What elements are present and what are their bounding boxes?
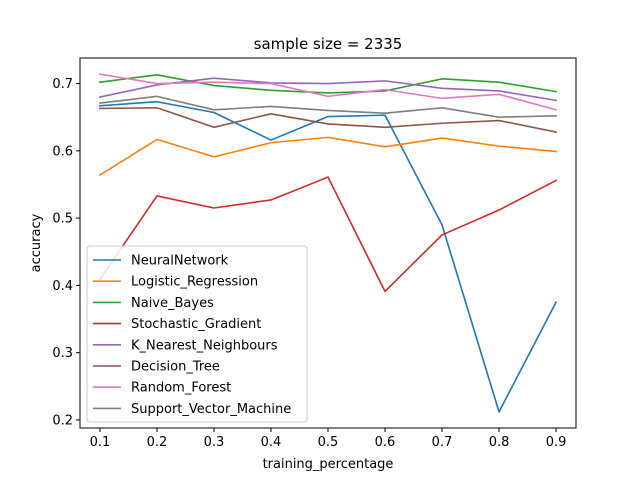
legend-label: Support_Vector_Machine (131, 402, 291, 417)
x-axis-label: training_percentage (263, 457, 394, 472)
legend-box (86, 245, 308, 423)
series-line-naive-bayes (99, 74, 557, 94)
legend-label: Naive_Bayes (131, 296, 214, 311)
y-tick-label: 0.3 (52, 346, 73, 361)
legend-label: K_Nearest_Neighbours (131, 338, 278, 353)
x-tick-label: 0.3 (204, 435, 225, 450)
y-tick-label: 0.5 (52, 212, 73, 227)
legend-label: NeuralNetwork (131, 254, 229, 269)
x-tick-label: 0.2 (147, 435, 168, 450)
series-line-random-forest (99, 73, 558, 111)
y-tick-label: 0.7 (52, 77, 73, 92)
x-tick-label: 0.1 (90, 435, 111, 450)
x-tick-label: 0.7 (432, 435, 453, 450)
y-tick-label: 0.6 (52, 144, 73, 159)
y-axis-label: accuracy (29, 213, 44, 272)
legend-label: Stochastic_Gradient (131, 317, 261, 332)
x-axis: 0.1 0.2 0.3 0.4 0.5 0.6 0.7 0.8 0.9 (90, 428, 567, 450)
y-tick-label: 0.2 (52, 413, 73, 428)
series-line-logistic-regression (98, 136, 557, 177)
y-axis: 0.2 0.3 0.4 0.5 0.6 0.7 (52, 77, 80, 428)
x-tick-label: 0.6 (375, 435, 396, 450)
legend-label: Logistic_Regression (131, 275, 258, 290)
x-tick-label: 0.4 (261, 435, 282, 450)
series-line-support-vector-machine (99, 95, 557, 118)
series-line-neuralnetwork (99, 100, 558, 413)
series-layer (98, 73, 558, 413)
x-tick-label: 0.9 (546, 435, 567, 450)
x-tick-label: 0.5 (318, 435, 339, 450)
legend-label: Decision_Tree (131, 360, 220, 375)
legend-label: Random_Forest (131, 381, 231, 396)
series-line-stochastic-gradient (98, 176, 558, 293)
chart-title: sample size = 2335 (254, 35, 403, 53)
x-tick-label: 0.8 (489, 435, 510, 450)
y-tick-label: 0.4 (52, 279, 73, 294)
series-line-decision-tree (99, 106, 557, 133)
legend: NeuralNetwork Logistic_Regression Naive_Ba… (86, 245, 308, 423)
